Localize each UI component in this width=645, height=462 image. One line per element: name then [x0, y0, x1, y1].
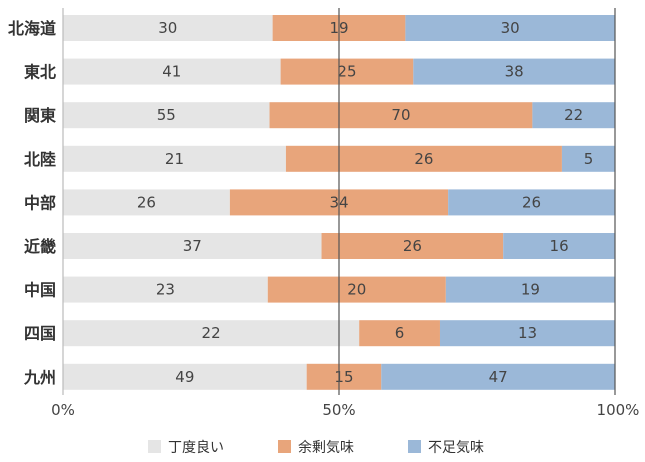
bar-segment	[63, 189, 230, 216]
category-label: 中部	[24, 193, 56, 212]
data-label: 38	[505, 63, 524, 81]
data-label: 70	[391, 106, 410, 124]
bar-segment	[63, 276, 268, 303]
legend-swatch	[148, 440, 161, 453]
legend-swatch	[408, 440, 421, 453]
data-label: 15	[334, 368, 353, 386]
category-label: 四国	[24, 324, 56, 343]
x-tick-label: 50%	[322, 401, 355, 419]
data-label: 21	[165, 150, 184, 168]
bar-segment	[63, 58, 281, 85]
data-label: 6	[395, 324, 405, 342]
data-label: 26	[522, 193, 541, 211]
data-label: 5	[584, 150, 594, 168]
bar-segment	[280, 58, 414, 85]
bar-segment	[532, 102, 615, 129]
data-label: 37	[183, 237, 202, 255]
bar-segment	[63, 320, 360, 347]
bar-segment	[405, 15, 615, 41]
data-label: 26	[414, 150, 433, 168]
data-label: 20	[347, 281, 366, 299]
data-label: 23	[156, 281, 175, 299]
bar-segment	[413, 58, 615, 85]
data-label: 22	[564, 106, 583, 124]
category-label: 北海道	[8, 19, 56, 38]
bar-segment	[63, 363, 307, 390]
bar-segment	[306, 363, 382, 390]
data-label: 26	[137, 193, 156, 211]
category-label: 近畿	[24, 237, 56, 256]
data-label: 41	[162, 63, 181, 81]
data-label: 55	[157, 106, 176, 124]
data-label: 25	[337, 63, 356, 81]
bar-segment	[381, 363, 615, 390]
bar-segment	[359, 320, 440, 347]
data-label: 16	[550, 237, 569, 255]
bar-segment	[63, 145, 286, 172]
legend-label: 不足気味	[428, 440, 484, 456]
bar-segment	[63, 233, 322, 259]
bar-segment	[448, 189, 615, 216]
data-label: 22	[202, 324, 221, 342]
bar-segment	[285, 145, 562, 172]
legend-label: 余剰気味	[298, 439, 354, 456]
legend-swatch	[278, 440, 291, 453]
data-label: 19	[521, 281, 540, 299]
data-label: 30	[501, 19, 520, 37]
data-label: 30	[158, 19, 177, 37]
bar-segment	[561, 145, 615, 172]
data-label: 26	[403, 237, 422, 255]
bar-segment	[445, 276, 615, 303]
data-label: 47	[489, 368, 508, 386]
legend-label: 丁度良い	[168, 440, 224, 456]
category-label: 中国	[24, 281, 56, 300]
category-label: 北陸	[24, 150, 56, 169]
bar-segment	[439, 320, 615, 347]
bar-segment	[503, 233, 615, 259]
category-label: 九州	[23, 368, 56, 387]
category-label: 東北	[24, 63, 56, 82]
x-tick-label: 0%	[51, 401, 75, 419]
data-label: 13	[518, 324, 537, 342]
bar-segment	[269, 102, 533, 129]
bar-segment	[63, 15, 273, 41]
x-tick-label: 100%	[597, 401, 640, 419]
bar-segment	[321, 233, 504, 259]
category-label: 関東	[24, 106, 56, 125]
bar-segment	[267, 276, 446, 303]
bar-segment	[63, 102, 270, 129]
data-label: 49	[175, 368, 194, 386]
